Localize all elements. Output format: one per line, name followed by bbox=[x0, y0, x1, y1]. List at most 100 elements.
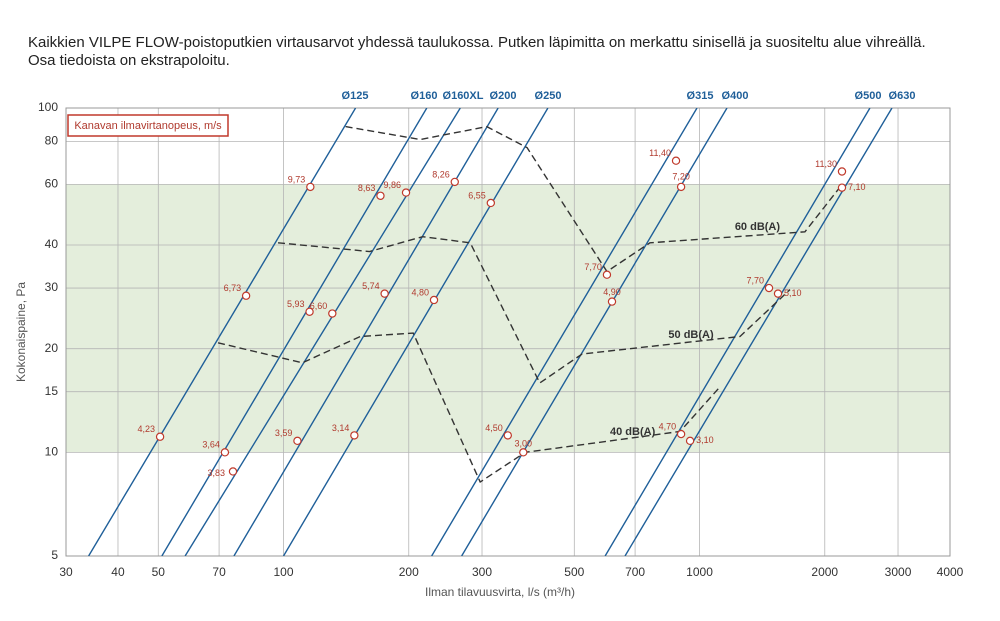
data-point bbox=[503, 431, 512, 440]
noise-curve bbox=[217, 332, 721, 484]
legend-text: Kanavan ilmavirtanopeus, m/s bbox=[74, 120, 222, 132]
pipe-label: Ø250 bbox=[535, 90, 562, 102]
point-label: 4,50 bbox=[485, 423, 503, 433]
point-label: 9,73 bbox=[288, 174, 306, 184]
x-tick-label: 300 bbox=[472, 565, 492, 579]
point-label: 7,20 bbox=[672, 171, 690, 181]
point-label: 3,14 bbox=[332, 423, 350, 433]
point-label: 5,93 bbox=[287, 299, 305, 309]
noise-label: 50 dB(A) bbox=[668, 329, 714, 341]
legend-box bbox=[67, 114, 229, 137]
data-point bbox=[228, 467, 238, 476]
noise-label: 60 dB(A) bbox=[735, 221, 781, 233]
x-tick-label: 200 bbox=[399, 565, 419, 579]
point-label: 7,10 bbox=[848, 182, 866, 192]
x-tick-label: 70 bbox=[212, 565, 226, 579]
y-tick-label: 40 bbox=[45, 237, 59, 251]
pipe-line bbox=[604, 108, 871, 556]
pipe-line bbox=[282, 108, 549, 556]
data-point bbox=[305, 307, 314, 316]
noise-curve bbox=[277, 235, 791, 385]
data-point bbox=[328, 309, 337, 318]
pipe-line bbox=[88, 108, 357, 556]
y-tick-label: 30 bbox=[45, 280, 59, 294]
data-point bbox=[671, 156, 681, 165]
data-point bbox=[350, 431, 359, 440]
data-point bbox=[602, 270, 612, 279]
point-label: 7,70 bbox=[584, 262, 602, 272]
pipe-line bbox=[461, 108, 728, 556]
x-tick-label: 2000 bbox=[811, 565, 838, 579]
x-tick-label: 40 bbox=[111, 565, 125, 579]
point-label: 4,70 bbox=[659, 421, 677, 431]
data-point bbox=[241, 291, 251, 300]
data-point bbox=[306, 182, 315, 192]
pipe-label: Ø630 bbox=[889, 90, 916, 102]
point-label: 6,60 bbox=[310, 301, 328, 311]
pipe-line bbox=[431, 108, 698, 556]
point-label: 3,83 bbox=[207, 468, 225, 478]
pipe-line bbox=[624, 108, 893, 556]
point-label: 7,70 bbox=[746, 275, 764, 285]
chart-title: Kaikkien VILPE FLOW-poistoputkien virtau… bbox=[28, 34, 926, 69]
pipe-line bbox=[161, 108, 428, 556]
data-point bbox=[676, 182, 686, 192]
data-point bbox=[773, 289, 783, 298]
data-point bbox=[685, 436, 695, 446]
pipe-label: Ø315 bbox=[687, 90, 714, 102]
point-label: 3,00 bbox=[515, 439, 533, 449]
pipe-label: Ø125 bbox=[342, 90, 369, 102]
x-tick-label: 30 bbox=[59, 565, 73, 579]
point-label: 4,23 bbox=[138, 424, 156, 434]
data-point bbox=[376, 191, 385, 200]
x-tick-label: 700 bbox=[625, 565, 645, 579]
x-tick-label: 4000 bbox=[937, 565, 964, 579]
point-label: 6,55 bbox=[468, 190, 486, 200]
data-point bbox=[293, 436, 302, 446]
x-tick-label: 1000 bbox=[686, 565, 713, 579]
point-label: 4,90 bbox=[603, 287, 621, 297]
data-point bbox=[486, 198, 496, 208]
y-tick-label: 10 bbox=[45, 445, 59, 459]
y-tick-label: 60 bbox=[45, 177, 59, 191]
plot-frame bbox=[65, 107, 951, 557]
point-label: 9,86 bbox=[383, 180, 401, 190]
data-point bbox=[607, 297, 617, 306]
data-point bbox=[764, 283, 774, 293]
y-tick-label: 5 bbox=[51, 548, 58, 562]
data-point bbox=[837, 167, 847, 176]
y-axis-title: Kokonaispaine, Pa bbox=[14, 282, 28, 382]
x-tick-label: 100 bbox=[274, 565, 294, 579]
point-label: 8,63 bbox=[358, 183, 376, 193]
point-label: 3,10 bbox=[696, 435, 714, 445]
data-point bbox=[837, 183, 847, 192]
point-label: 11,40 bbox=[649, 148, 671, 158]
x-tick-label: 50 bbox=[152, 565, 166, 579]
point-label: 3,59 bbox=[275, 428, 293, 438]
point-label: 6,73 bbox=[224, 283, 242, 293]
pipe-label: Ø500 bbox=[855, 90, 882, 102]
y-tick-label: 15 bbox=[45, 384, 59, 398]
noise-curve bbox=[345, 125, 843, 273]
y-tick-label: 80 bbox=[45, 134, 59, 148]
point-label: 5,74 bbox=[362, 281, 380, 291]
data-point bbox=[429, 295, 439, 305]
pipe-label: Ø400 bbox=[722, 90, 749, 102]
x-axis-title: Ilman tilavuusvirta, l/s (m³/h) bbox=[425, 585, 575, 599]
data-point bbox=[519, 448, 528, 457]
pipe-label: Ø160XL bbox=[443, 90, 484, 102]
y-tick-label: 20 bbox=[45, 341, 59, 355]
point-label: 4,80 bbox=[411, 287, 429, 297]
point-label: 5,10 bbox=[784, 288, 802, 298]
data-point bbox=[450, 177, 459, 187]
data-point bbox=[401, 188, 411, 197]
point-label: 3,64 bbox=[202, 440, 220, 450]
data-point bbox=[380, 289, 389, 298]
x-tick-label: 500 bbox=[564, 565, 584, 579]
x-tick-label: 3000 bbox=[885, 565, 912, 579]
point-label: 8,26 bbox=[432, 169, 450, 179]
pipe-label: Ø160 bbox=[411, 90, 438, 102]
point-label: 11,30 bbox=[815, 159, 837, 169]
